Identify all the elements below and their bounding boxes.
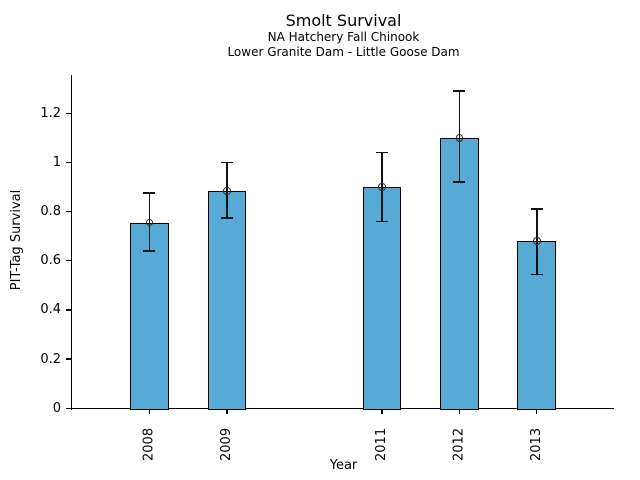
error-bar-cap-bottom	[453, 181, 466, 183]
chart-subtitle-line1: NA Hatchery Fall Chinook	[267, 30, 420, 44]
chart-title: Smolt Survival	[285, 11, 402, 30]
error-bar-cap-bottom	[375, 220, 388, 223]
x-tick-label: 2011	[373, 427, 389, 461]
x-tick	[381, 408, 383, 414]
y-tick-label: 0	[52, 400, 61, 416]
y-tick	[65, 407, 71, 409]
y-tick-label: 1	[52, 155, 61, 170]
x-tick-label: 2009	[218, 427, 234, 461]
data-point-marker	[145, 218, 154, 227]
bar	[362, 187, 402, 410]
x-axis-title: Year	[329, 458, 358, 473]
y-tick	[65, 112, 71, 114]
data-point-marker	[533, 237, 541, 245]
data-point-marker	[378, 183, 386, 191]
x-tick	[148, 408, 151, 414]
y-tick-label: 0.8	[40, 204, 61, 220]
error-bar-cap-bottom	[143, 250, 156, 252]
y-tick	[65, 161, 71, 164]
error-bar-cap-top	[530, 208, 543, 210]
y-axis-title: PIT-Tag Survival	[9, 189, 24, 291]
error-bar-cap-top	[453, 90, 466, 92]
y-tick	[65, 211, 71, 213]
y-tick	[65, 309, 71, 311]
y-tick-label: 0.6	[40, 253, 61, 269]
y-tick-label: 1.2	[40, 105, 61, 121]
x-tick	[536, 408, 538, 414]
error-bar-cap-bottom	[220, 217, 233, 219]
error-bar-cap-bottom	[530, 273, 543, 276]
data-point-marker	[455, 134, 464, 142]
data-point-marker	[223, 187, 231, 195]
bar	[130, 222, 169, 410]
y-tick	[65, 260, 71, 262]
chart-subtitle-line2: Lower Granite Dam - Little Goose Dam	[227, 45, 460, 59]
x-tick	[226, 408, 228, 414]
error-bar-cap-top	[143, 192, 156, 194]
x-tick-label: 2008	[141, 427, 157, 461]
x-tick	[458, 408, 460, 414]
error-bar-cap-top	[375, 151, 388, 154]
y-tick-label: 0.4	[40, 302, 61, 318]
y-tick-label: 0.2	[40, 351, 61, 367]
error-bar-cap-top	[220, 161, 233, 164]
x-axis-line	[70, 407, 615, 409]
bar	[207, 190, 247, 410]
y-tick	[65, 358, 71, 360]
x-tick-label: 2013	[528, 427, 544, 461]
y-axis-line	[70, 75, 72, 410]
x-tick-label: 2012	[451, 427, 467, 461]
